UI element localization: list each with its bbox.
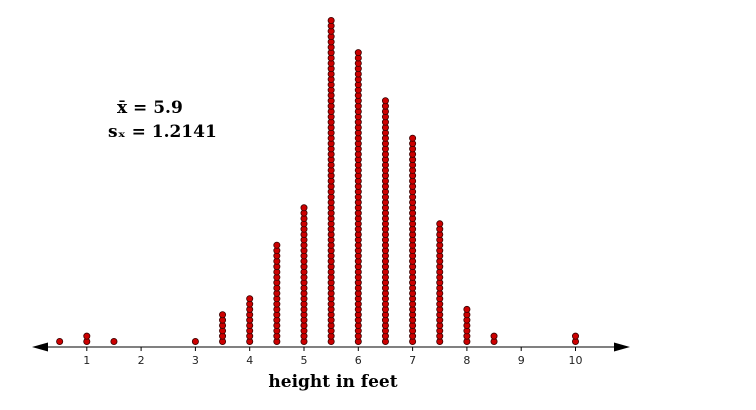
x-axis — [32, 342, 630, 352]
x-tick-label: 5 — [301, 354, 308, 367]
data-dot — [572, 332, 580, 340]
data-dot — [463, 305, 471, 313]
x-tick-labels: 1 2 3 4 5 6 7 8 9 10 — [83, 354, 582, 367]
data-dot — [83, 332, 91, 340]
x-tick-label: 4 — [246, 354, 253, 367]
x-tick-label: 6 — [355, 354, 362, 367]
summary-statistics: x̄ = 5.9 sₓ = 1.2141 — [108, 96, 217, 144]
data-dot — [381, 97, 389, 105]
data-dot — [191, 337, 199, 345]
data-dot — [246, 295, 254, 303]
data-dot — [409, 134, 417, 142]
data-dot — [56, 337, 64, 345]
data-dot — [110, 337, 118, 345]
x-tick-label: 2 — [138, 354, 145, 367]
data-dot — [219, 311, 227, 319]
data-dot — [327, 16, 335, 24]
data-dot — [490, 332, 498, 340]
mean-label: x̄ = — [117, 98, 154, 118]
x-tick-label: 8 — [463, 354, 470, 367]
x-tick-label: 7 — [409, 354, 416, 367]
x-tick-label: 3 — [192, 354, 199, 367]
sd-label: sₓ = — [108, 122, 152, 142]
data-dot — [354, 49, 362, 57]
dots — [56, 16, 580, 345]
data-dot — [436, 220, 444, 228]
sd-annotation: sₓ = 1.2141 — [108, 120, 217, 144]
x-axis-label: height in feet — [268, 372, 398, 392]
x-tick-label: 10 — [569, 354, 583, 367]
mean-value: 5.9 — [153, 98, 183, 118]
x-tick-label: 9 — [518, 354, 525, 367]
data-dot — [300, 204, 308, 212]
data-dot — [273, 241, 281, 249]
mean-annotation: x̄ = 5.9 — [108, 96, 217, 120]
axis-arrow-right — [614, 342, 630, 352]
x-tick-label: 1 — [83, 354, 90, 367]
sd-value: 1.2141 — [151, 122, 217, 142]
axis-arrow-left — [32, 342, 48, 352]
